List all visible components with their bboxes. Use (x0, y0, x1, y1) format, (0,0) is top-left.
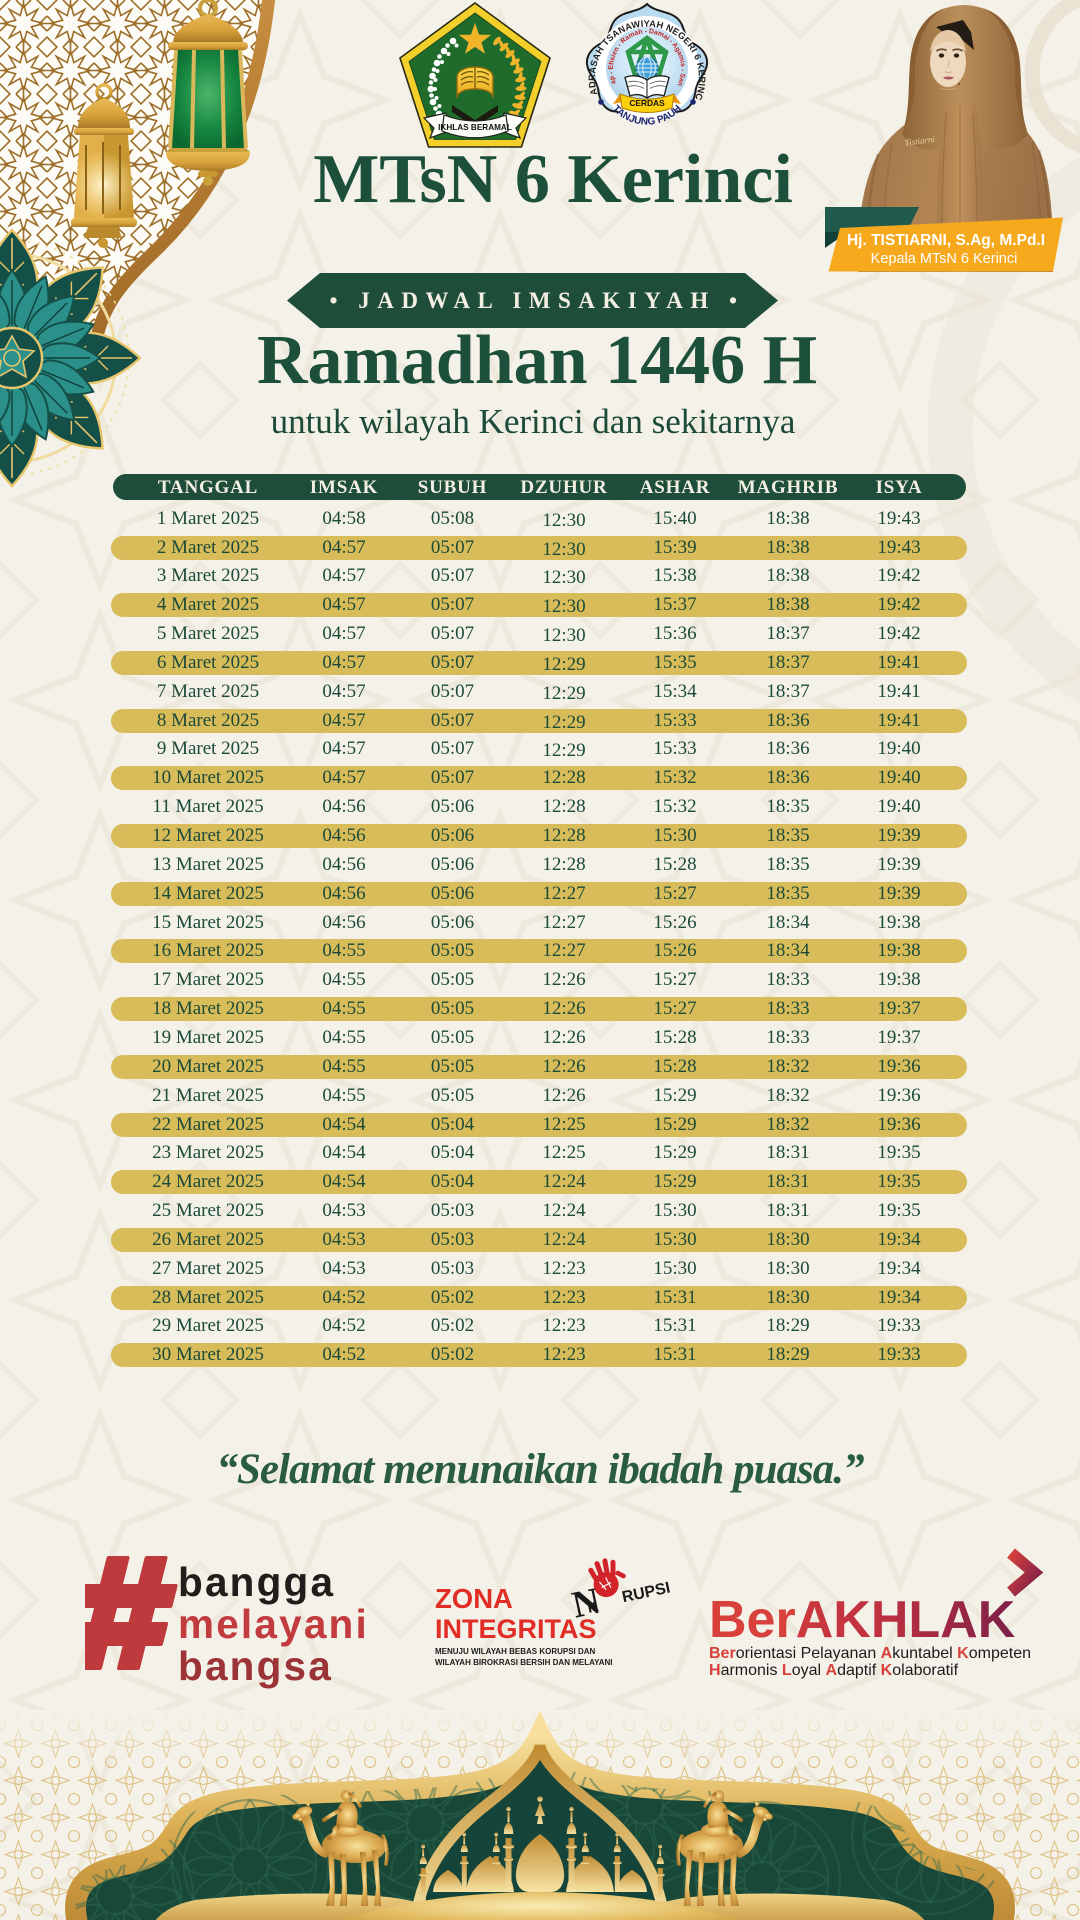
svg-text:Berorientasi Pelayanan Akuntab: Berorientasi Pelayanan Akuntabel Kompete… (709, 1645, 1031, 1662)
svg-text:WILAYAH BIROKRASI BERSIH DAN M: WILAYAH BIROKRASI BERSIH DAN MELAYANI (435, 1658, 613, 1667)
svg-text:Harmonis Loyal Adaptif Kolabor: Harmonis Loyal Adaptif Kolaboratif (709, 1662, 959, 1679)
svg-text:Hj. TISTIARNI, S.Ag, M.Pd.I: Hj. TISTIARNI, S.Ag, M.Pd.I (847, 232, 1045, 249)
svg-text:MENUJU WILAYAH BEBAS KORUPSI D: MENUJU WILAYAH BEBAS KORUPSI DAN (435, 1647, 596, 1656)
svg-text:• JADWAL IMSAKIYAH •: • JADWAL IMSAKIYAH • (329, 288, 744, 313)
svg-text:IKHLAS BERAMAL: IKHLAS BERAMAL (438, 123, 512, 132)
svg-text:CERDAS: CERDAS (629, 98, 665, 108)
svg-text:BerAKHLAK: BerAKHLAK (709, 1591, 1016, 1649)
svg-text:bangga: bangga (178, 1559, 335, 1605)
svg-text:melayani: melayani (178, 1601, 369, 1647)
svg-text:Tistiarni: Tistiarni (904, 134, 936, 148)
svg-text:ZONA: ZONA (435, 1583, 513, 1614)
svg-text:Kepala MTsN 6 Kerinci: Kepala MTsN 6 Kerinci (871, 251, 1018, 267)
svg-text:bangsa: bangsa (178, 1643, 333, 1689)
svg-text:RUPSI: RUPSI (620, 1580, 671, 1607)
svg-text:K: K (586, 1598, 600, 1617)
svg-text:INTEGRITAS: INTEGRITAS (435, 1614, 597, 1644)
